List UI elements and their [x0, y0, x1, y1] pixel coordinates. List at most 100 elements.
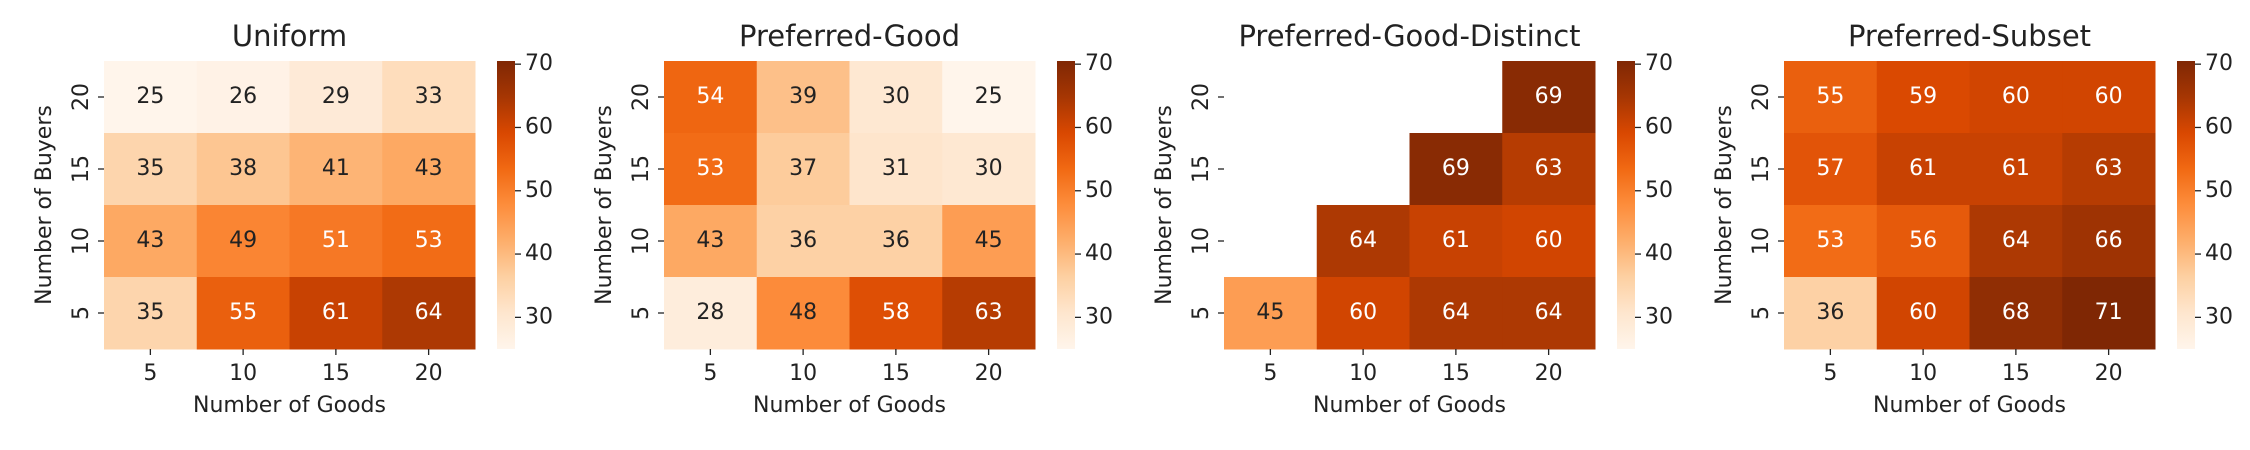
cell-label: 68: [2002, 300, 2030, 325]
y-tick-label: 15: [629, 155, 654, 183]
cell-label: 29: [322, 84, 350, 109]
heatmap-cell: [849, 133, 943, 206]
heatmap-cell: [756, 205, 850, 278]
heatmap-cell: [1784, 205, 1878, 278]
heatmap-cell: [1224, 277, 1318, 350]
cell-label: 64: [415, 300, 443, 325]
heatmap-cell: [196, 133, 290, 206]
cell-label: 49: [229, 228, 257, 253]
heatmap-cell: [2062, 277, 2156, 350]
colorbar-tick-label: 70: [2205, 51, 2233, 76]
colorbar-tick-label: 30: [2205, 304, 2233, 329]
colorbar: [1617, 61, 1635, 349]
heatmap-cell: [756, 61, 850, 134]
colorbar-tick-label: 70: [1645, 51, 1673, 76]
cell-label: 56: [1909, 228, 1937, 253]
cell-label: 61: [2002, 156, 2030, 181]
cell-label: 61: [1909, 156, 1937, 181]
heatmap-cell: [1876, 205, 1970, 278]
cell-label: 60: [1349, 300, 1377, 325]
cell-label: 69: [1535, 84, 1563, 109]
heatmap-cell: [849, 61, 943, 134]
heatmap-cell: [1502, 205, 1596, 278]
y-axis-label: Number of Buyers: [1712, 105, 1737, 305]
y-tick-label: 10: [629, 227, 654, 255]
y-tick-label: 10: [1749, 227, 1774, 255]
cell-label: 54: [696, 84, 724, 109]
colorbar-tick-label: 30: [1645, 304, 1673, 329]
heatmap-cell: [756, 133, 850, 206]
colorbar-tick-label: 40: [2205, 241, 2233, 266]
heatmap-cell: [289, 277, 383, 350]
heatmap-cell: [1502, 277, 1596, 350]
y-axis-label: Number of Buyers: [1152, 105, 1177, 305]
colorbar-tick-label: 60: [1085, 114, 1113, 139]
colorbar-tick-label: 60: [2205, 114, 2233, 139]
y-tick-label: 5: [629, 306, 654, 320]
heatmap-cell: [1409, 205, 1503, 278]
x-tick-label: 5: [703, 361, 717, 386]
x-tick-label: 15: [882, 361, 910, 386]
heatmap-cell: [1969, 133, 2063, 206]
heatmap-cell: [1784, 277, 1878, 350]
cell-label: 43: [136, 228, 164, 253]
cell-label: 55: [229, 300, 257, 325]
cell-label: 45: [1256, 300, 1284, 325]
heatmap-cell: [104, 205, 198, 278]
cell-label: 63: [2095, 156, 2123, 181]
colorbar: [1057, 61, 1075, 349]
y-tick-label: 20: [69, 83, 94, 111]
heatmap-cell: [289, 205, 383, 278]
y-tick-label: 20: [1189, 83, 1214, 111]
cell-label: 69: [1442, 156, 1470, 181]
colorbar-tick-label: 60: [1645, 114, 1673, 139]
cell-label: 53: [696, 156, 724, 181]
cell-label: 35: [136, 300, 164, 325]
y-tick-label: 5: [69, 306, 94, 320]
cell-label: 64: [1442, 300, 1470, 325]
cell-label: 60: [1909, 300, 1937, 325]
colorbar: [2177, 61, 2195, 349]
cell-label: 57: [1816, 156, 1844, 181]
heatmap-cell: [104, 277, 198, 350]
heatmap-cell: [104, 133, 198, 206]
cell-label: 41: [322, 156, 350, 181]
heatmap-cell: [756, 277, 850, 350]
x-tick-label: 5: [1823, 361, 1837, 386]
y-tick-label: 15: [1189, 155, 1214, 183]
cell-label: 30: [975, 156, 1003, 181]
x-tick-label: 10: [229, 361, 257, 386]
colorbar-tick-label: 30: [1085, 304, 1113, 329]
cell-label: 37: [789, 156, 817, 181]
heatmap-cell: [382, 133, 476, 206]
colorbar-tick-label: 40: [1085, 241, 1113, 266]
heatmap-cell: [1316, 277, 1410, 350]
colorbar-tick-label: 50: [2205, 178, 2233, 203]
x-axis-label: Number of Goods: [753, 393, 946, 418]
y-tick-label: 15: [69, 155, 94, 183]
cell-label: 51: [322, 228, 350, 253]
colorbar-tick-label: 40: [525, 241, 553, 266]
x-tick-label: 20: [1535, 361, 1563, 386]
heatmap-cell: [289, 61, 383, 134]
heatmap-cell: [196, 277, 290, 350]
x-tick-label: 15: [1442, 361, 1470, 386]
heatmap-cell: [1409, 277, 1503, 350]
cell-label: 38: [229, 156, 257, 181]
heatmap-cell: [104, 61, 198, 134]
heatmap-cell: [196, 205, 290, 278]
x-tick-label: 15: [322, 361, 350, 386]
cell-label: 53: [415, 228, 443, 253]
heatmap-cell: [664, 61, 758, 134]
cell-label: 58: [882, 300, 910, 325]
cell-label: 64: [2002, 228, 2030, 253]
heatmap-cell: [382, 277, 476, 350]
heatmap-cell: [1876, 61, 1970, 134]
cell-label: 33: [415, 84, 443, 109]
cell-label: 64: [1535, 300, 1563, 325]
cell-label: 36: [1816, 300, 1844, 325]
cell-label: 60: [2002, 84, 2030, 109]
colorbar-tick-label: 50: [1085, 178, 1113, 203]
x-axis-label: Number of Goods: [1313, 393, 1506, 418]
